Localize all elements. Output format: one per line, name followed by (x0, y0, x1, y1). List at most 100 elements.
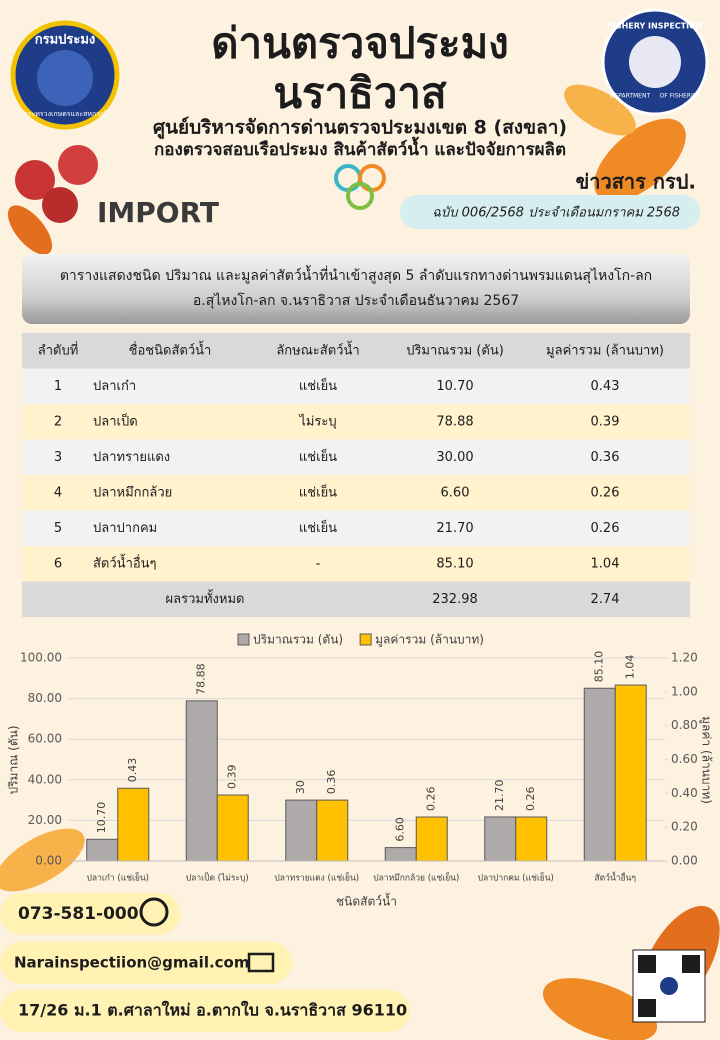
table-header-cell: ลำดับที่ (38, 341, 79, 358)
table-row (22, 368, 690, 404)
chart: 0.00 20.00 40.00 60.00 80.00 100.00 0.00 0.20 0.… (7, 633, 714, 909)
leaf (564, 84, 636, 136)
phone-icon (139, 897, 169, 927)
table-cell: แช่เย็น (299, 376, 337, 394)
logo-right-top: FISHERY INSPECTION (607, 22, 702, 31)
y-tick-label: 100.00 (20, 651, 62, 665)
bar (86, 838, 119, 862)
table-cell: 6 (54, 556, 62, 571)
x-tick-label: สัตว์น้ำอื่นๆ (594, 872, 636, 884)
table-cell: แช่เย็น (299, 518, 337, 536)
value-label: 78.88 (195, 663, 208, 695)
x-tick-label: ปลาเป็ด (ไม่ระบุ) (186, 872, 249, 884)
y-tick-label: 80.00 (28, 691, 62, 705)
leaf (0, 828, 85, 892)
ornament (346, 182, 374, 210)
table-total-label: ผลรวมทั้งหมด (166, 589, 245, 607)
leaf (542, 978, 658, 1040)
table-cell: - (316, 556, 321, 571)
x-tick-label: ปลาทรายแดง (แช่เย็น) (274, 872, 359, 884)
table-row (22, 546, 690, 582)
table-header-row (22, 333, 690, 369)
address: 17/26 ม.1 ต.ศาลาใหม่ อ.ตากใบ จ.นราธิวาส … (18, 1001, 407, 1020)
table-cell: ปลาเก๋า (93, 379, 136, 394)
table-cell: ไม่ระบุ (298, 413, 336, 429)
leaf (594, 118, 686, 202)
table-cell: ปลาปากคม (93, 521, 157, 536)
x-tick-label: ปลาหมึกกล้วย (แช่เย็น) (373, 872, 459, 884)
bar (316, 799, 349, 862)
table-cell: 1.04 (591, 556, 620, 571)
title-line1: ด่านตรวจประมง (211, 19, 509, 68)
table-cell: ปลาเป็ด (93, 411, 138, 429)
x-tick-label: ปลาปากคม (แช่เย็น) (478, 872, 554, 884)
table-cell: ปลาทรายแดง (93, 450, 170, 465)
table-caption-box (22, 254, 690, 324)
issue-label: ฉบับ 006/2568 ประจำเดือนมกราคม 2568 (432, 206, 680, 221)
value-label: 0.39 (226, 765, 239, 790)
table-cell: ปลาหมึกกล้วย (93, 485, 172, 500)
bar (484, 816, 517, 862)
value-label: 0.26 (425, 787, 438, 812)
y2-axis-label: มูลค่า (ล้านบาท) (699, 716, 714, 804)
email-icon (247, 952, 275, 973)
table-cell: 10.70 (436, 379, 473, 394)
logo-left-bottom: กระทรวงเกษตรและสหกรณ์ (24, 110, 107, 118)
subtitle-line2: กองตรวจสอบเรือประมง สินค้าสัตว์น้ำ และปั… (154, 136, 566, 160)
y2-tick-label: 0.40 (671, 786, 698, 800)
y2-tick-label: 0.80 (671, 718, 698, 732)
value-label: 6.60 (394, 817, 407, 842)
logo-left-top: กรมประมง (35, 33, 96, 48)
y-axis-label: ปริมาณ (ตัน) (7, 725, 21, 794)
email-pill (0, 942, 292, 984)
table-row (22, 439, 690, 475)
email: Narainspectiion@gmail.com (14, 954, 249, 972)
phone-pill (0, 893, 180, 935)
legend-label: ปริมาณรวม (ตัน) (253, 633, 343, 647)
table-cell: 3 (54, 450, 62, 465)
table-cell: 2 (54, 414, 62, 429)
y2-tick-label: 0.60 (671, 752, 698, 766)
value-label: 0.36 (325, 770, 338, 795)
table-cell: 0.39 (591, 414, 620, 429)
x-axis-label: ชนิดสัตว์น้ำ (336, 893, 397, 909)
address-pill (0, 990, 410, 1032)
y2-tick-label: 0.20 (671, 820, 698, 834)
table-cell: 1 (54, 379, 62, 394)
table-header-cell: ลักษณะสัตว์น้ำ (276, 340, 359, 358)
y-tick-label: 40.00 (28, 772, 62, 786)
table-cell: 0.36 (591, 450, 620, 465)
table: ลำดับที่ ชื่อชนิดสัตว์น้ำ ลักษณะสัตว์น้ำ ปร… (22, 333, 690, 617)
logo-right-left: DEPARTMENT (610, 93, 651, 100)
y2-tick-label: 0.00 (671, 854, 698, 868)
y2-tick-label: 1.20 (671, 651, 698, 665)
table-row (22, 475, 690, 511)
legend-swatch (237, 633, 250, 646)
title-line2: นราธิวาส (273, 69, 447, 118)
y-tick-label: 0.00 (35, 854, 62, 868)
value-label: 30 (294, 780, 307, 794)
phone: 073-581-000 (18, 904, 139, 924)
value-label: 21.70 (493, 779, 506, 811)
news-label: ข่าวสาร กรป. (576, 170, 696, 194)
table-row (22, 404, 690, 440)
bar (285, 799, 318, 862)
qr-finder (638, 999, 656, 1017)
value-label: 0.26 (524, 787, 537, 812)
subtitle-line1: ศูนย์บริหารจัดการด่านตรวจประมงเขต 8 (สงข… (153, 117, 567, 140)
bar (117, 787, 150, 862)
qr-finder (638, 955, 656, 973)
table-cell: แช่เย็น (299, 447, 337, 465)
logo-right-emblem (629, 36, 681, 88)
y-tick-label: 60.00 (28, 732, 62, 746)
section-label: IMPORT (97, 196, 219, 229)
value-label: 1.04 (624, 655, 637, 680)
table-cell: 4 (54, 485, 62, 500)
table-cell: 0.26 (591, 521, 620, 536)
bar (415, 816, 448, 862)
bar (185, 700, 218, 862)
value-label: 85.10 (593, 651, 606, 683)
logo-left-emblem (37, 50, 93, 106)
